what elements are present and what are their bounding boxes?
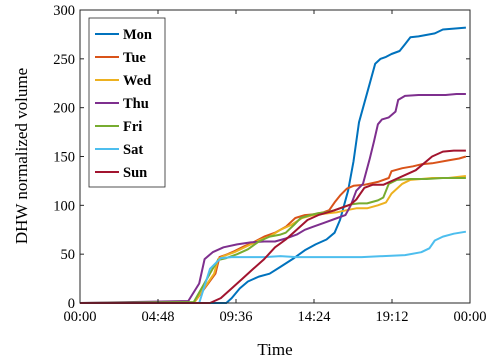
series-line-fri <box>79 177 466 304</box>
legend: Mon Tue Wed Thu Fri Sat Sun <box>88 17 166 188</box>
y-tick-label: 50 <box>61 247 76 263</box>
legend-label-thu: Thu <box>123 96 149 112</box>
legend-label-tue: Tue <box>123 50 146 66</box>
legend-label-sun: Sun <box>123 165 147 181</box>
legend-label-fri: Fri <box>123 119 142 135</box>
series-line-sun <box>80 149 466 304</box>
legend-label-wed: Wed <box>123 73 151 89</box>
x-axis: 00:00 04:48 09:36 14:24 19:12 00:00 <box>63 10 487 325</box>
y-tick-label: 0 <box>68 296 75 312</box>
y-tick-label: 100 <box>53 198 75 214</box>
series-line-mon <box>80 26 466 304</box>
series-layer <box>79 26 467 304</box>
y-tick-label: 200 <box>53 101 75 117</box>
x-tick-label: 09:36 <box>219 309 252 325</box>
legend-label-mon: Mon <box>123 27 152 43</box>
y-tick-label: 250 <box>53 52 75 68</box>
x-tick-label: 04:48 <box>141 309 174 325</box>
x-tick-label: 19:12 <box>375 309 408 325</box>
y-tick-label: 150 <box>53 150 75 166</box>
y-axis: 0 50 100 150 200 250 300 <box>53 3 470 312</box>
series-line-thu <box>79 93 466 304</box>
x-tick-label: 00:00 <box>453 309 486 325</box>
legend-label-sat: Sat <box>123 142 143 158</box>
series-line-sat <box>80 230 467 304</box>
x-tick-label: 00:00 <box>63 309 96 325</box>
y-axis-title: DHW normalized volume <box>12 68 31 244</box>
x-tick-label: 14:24 <box>297 309 331 325</box>
x-axis-title: Time <box>257 340 292 359</box>
y-tick-label: 300 <box>53 3 75 19</box>
